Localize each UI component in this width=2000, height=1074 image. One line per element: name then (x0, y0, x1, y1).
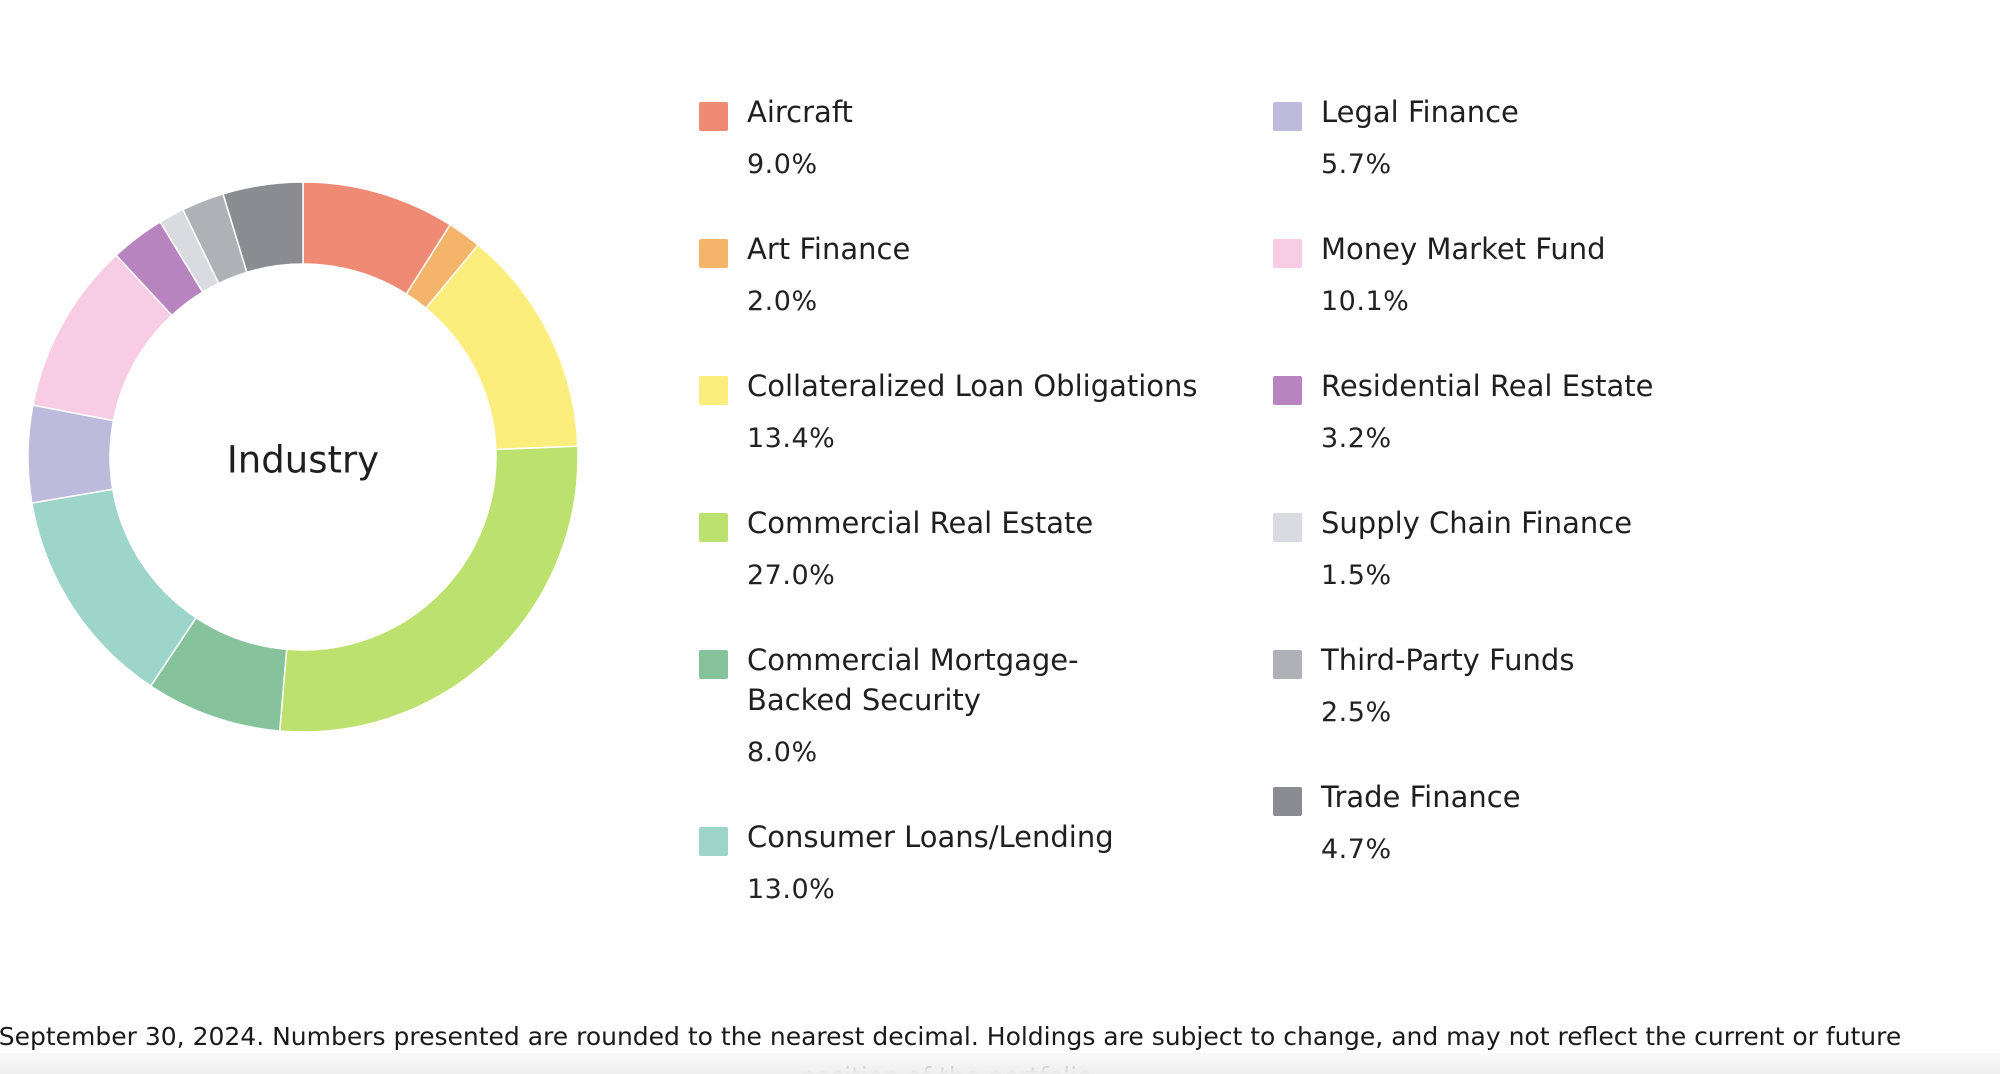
chart-title: Industry (227, 439, 379, 482)
legend-value: 27.0% (747, 560, 836, 591)
legend-swatch (1273, 239, 1302, 268)
legend-value: 3.2% (1321, 423, 1392, 454)
legend-label: Money Market Fund (1321, 232, 1606, 266)
slice-trade-finance (222, 181, 304, 274)
legend-value: 13.0% (747, 874, 836, 905)
legend-swatch (1273, 650, 1302, 679)
legend-item-trade-finance: Trade Finance 4.7% (1273, 777, 1833, 870)
legend-value: 2.0% (747, 286, 818, 317)
legend-column-left: Aircraft 9.0% Art Finance 2.0% Collateralize… (699, 92, 1259, 954)
footnote: September 30, 2024. Numbers presented ar… (0, 1017, 2000, 1074)
legend-swatch (699, 239, 728, 268)
slice-commercial-real-estate (278, 445, 579, 733)
legend-label: Legal Finance (1321, 95, 1519, 129)
slice-legal-finance (27, 404, 115, 504)
legend-value: 10.1% (1321, 286, 1410, 317)
legend-item-collateralized-loan-obligations: Collateralized Loan Obligations 13.4% (699, 366, 1259, 459)
legend-swatch (1273, 513, 1302, 542)
legend-item-third-party-funds: Third-Party Funds 2.5% (1273, 640, 1833, 733)
legend-swatch (699, 513, 728, 542)
legend-value: 5.7% (1321, 149, 1392, 180)
legend-value: 2.5% (1321, 697, 1392, 728)
legend-value: 13.4% (747, 423, 836, 454)
legend-label: Third-Party Funds (1321, 643, 1575, 677)
legend-swatch (1273, 102, 1302, 131)
legend-swatch (1273, 376, 1302, 405)
legend-value: 4.7% (1321, 834, 1392, 865)
donut-chart: Industry (27, 181, 579, 733)
legend-item-money-market-fund: Money Market Fund 10.1% (1273, 229, 1833, 322)
legend-swatch (699, 376, 728, 405)
legend-item-commercial-real-estate: Commercial Real Estate 27.0% (699, 503, 1259, 596)
legend-value: 8.0% (747, 737, 818, 768)
legend-item-aircraft: Aircraft 9.0% (699, 92, 1259, 185)
legend-label: Commercial Real Estate (747, 506, 1094, 540)
legend-label: Commercial Mortgage- Backed Security (747, 643, 1079, 717)
legend-swatch (699, 827, 728, 856)
legend-label: Consumer Loans/Lending (747, 820, 1114, 854)
legend-swatch (1273, 787, 1302, 816)
footnote-fade (0, 1053, 2000, 1074)
legend-swatch (699, 102, 728, 131)
legend-value: 9.0% (747, 149, 818, 180)
legend-item-supply-chain-finance: Supply Chain Finance 1.5% (1273, 503, 1833, 596)
legend-item-residential-real-estate: Residential Real Estate 3.2% (1273, 366, 1833, 459)
legend-value: 1.5% (1321, 560, 1392, 591)
legend-column-right: Legal Finance 5.7% Money Market Fund 10.1% R… (1273, 92, 1833, 914)
legend-label: Aircraft (747, 95, 853, 129)
donut-slices (27, 181, 579, 733)
legend-label: Trade Finance (1321, 780, 1521, 814)
legend-item-legal-finance: Legal Finance 5.7% (1273, 92, 1833, 185)
legend-label: Supply Chain Finance (1321, 506, 1633, 540)
legend-item-commercial-mortgage-backed-security: Commercial Mortgage- Backed Security 8.0% (699, 640, 1259, 773)
legend-label: Art Finance (747, 232, 911, 266)
legend-item-consumer-loans-lending: Consumer Loans/Lending 13.0% (699, 817, 1259, 910)
legend-label: Collateralized Loan Obligations (747, 369, 1198, 403)
legend-swatch (699, 650, 728, 679)
legend-label: Residential Real Estate (1321, 369, 1654, 403)
legend-item-art-finance: Art Finance 2.0% (699, 229, 1259, 322)
